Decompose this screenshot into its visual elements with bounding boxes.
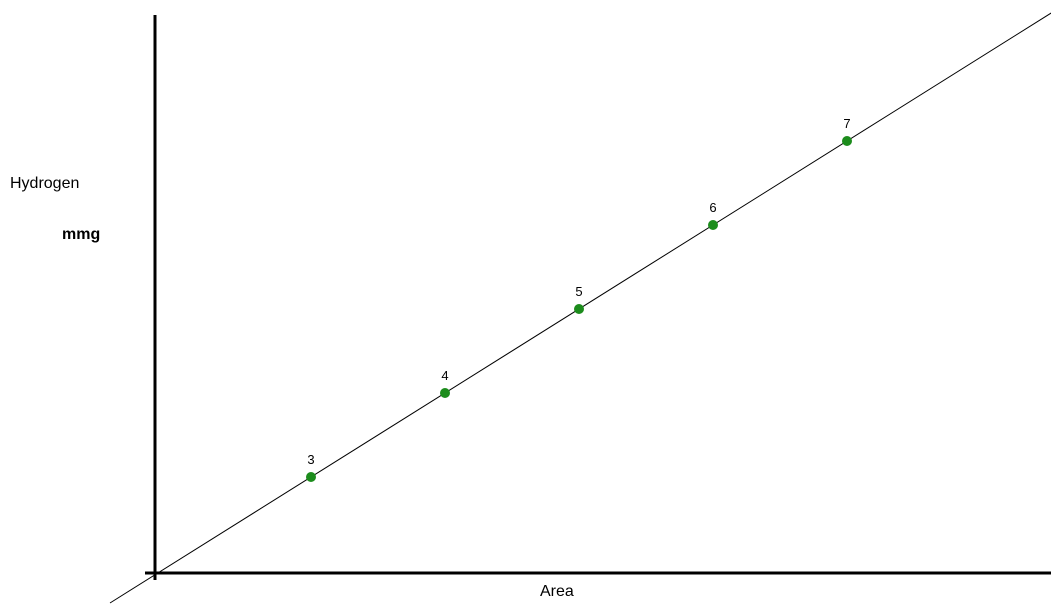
data-label-3: 3 — [307, 452, 314, 467]
data-point-4 — [440, 388, 450, 398]
data-label-4: 4 — [441, 368, 448, 383]
x-axis-label: Area — [540, 583, 574, 600]
data-point-5 — [574, 304, 584, 314]
data-point-3 — [306, 472, 316, 482]
points-layer: 3 4 5 6 7 — [306, 116, 852, 482]
y-axis-label: Hydrogen — [10, 175, 80, 192]
data-point-7 — [842, 136, 852, 146]
data-label-5: 5 — [575, 284, 582, 299]
data-point-6 — [708, 220, 718, 230]
data-label-7: 7 — [843, 116, 850, 131]
data-label-6: 6 — [709, 200, 716, 215]
fit-line — [109, 12, 1051, 604]
y-axis-unit-label: mmg — [62, 226, 101, 243]
